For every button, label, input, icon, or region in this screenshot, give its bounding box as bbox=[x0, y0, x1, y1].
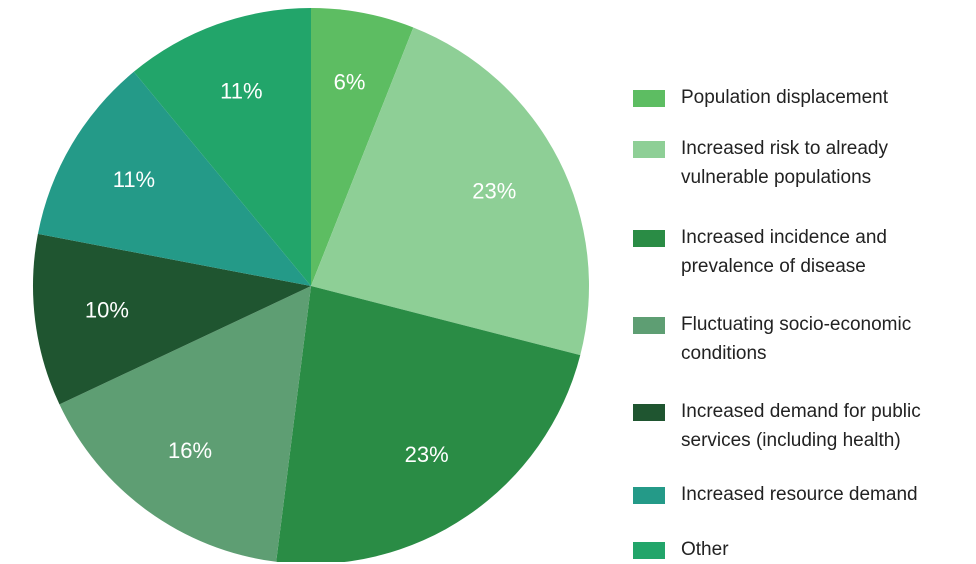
legend-item: Increased risk to already vulnerable pop… bbox=[633, 138, 951, 192]
legend-label: Population displacement bbox=[681, 87, 889, 108]
data-label: 10% bbox=[85, 298, 129, 323]
legend-item: Population displacement bbox=[633, 87, 951, 112]
data-label: 11% bbox=[220, 78, 262, 103]
pie-slice bbox=[311, 27, 589, 356]
data-label: 16% bbox=[168, 438, 212, 463]
pie-slice bbox=[133, 8, 311, 286]
legend-label: Increased demand for public services (in… bbox=[681, 401, 921, 451]
legend-swatch bbox=[633, 90, 665, 107]
legend-label: Increased resource demand bbox=[681, 484, 918, 505]
legend-swatch bbox=[633, 404, 665, 421]
pie-slice bbox=[276, 286, 581, 562]
data-label: 11% bbox=[113, 167, 155, 192]
data-label: 6% bbox=[334, 70, 366, 95]
legend-label: Increased incidence and prevalence of di… bbox=[681, 227, 887, 277]
legend-swatch bbox=[633, 230, 665, 247]
legend-label: Fluctuating socio-economic conditions bbox=[681, 314, 912, 364]
legend-swatch bbox=[633, 487, 665, 504]
legend-item: Other bbox=[633, 539, 951, 564]
legend-item: Increased resource demand bbox=[633, 484, 951, 509]
legend-label: Increased risk to already vulnerable pop… bbox=[681, 138, 888, 188]
data-label: 23% bbox=[405, 442, 449, 467]
legend-swatch bbox=[633, 542, 665, 559]
legend-item: Fluctuating socio-economic conditions bbox=[633, 314, 951, 368]
pie-slice bbox=[32, 233, 311, 405]
pie-slice bbox=[37, 71, 312, 286]
legend-swatch bbox=[633, 141, 665, 158]
legend-swatch bbox=[633, 317, 665, 334]
data-label: 23% bbox=[472, 178, 516, 203]
legend-item: Increased incidence and prevalence of di… bbox=[633, 227, 951, 281]
pie-slice bbox=[311, 8, 414, 286]
legend-item: Increased demand for public services (in… bbox=[633, 401, 951, 455]
pie-slice bbox=[59, 286, 311, 562]
legend-label: Other bbox=[681, 539, 729, 560]
